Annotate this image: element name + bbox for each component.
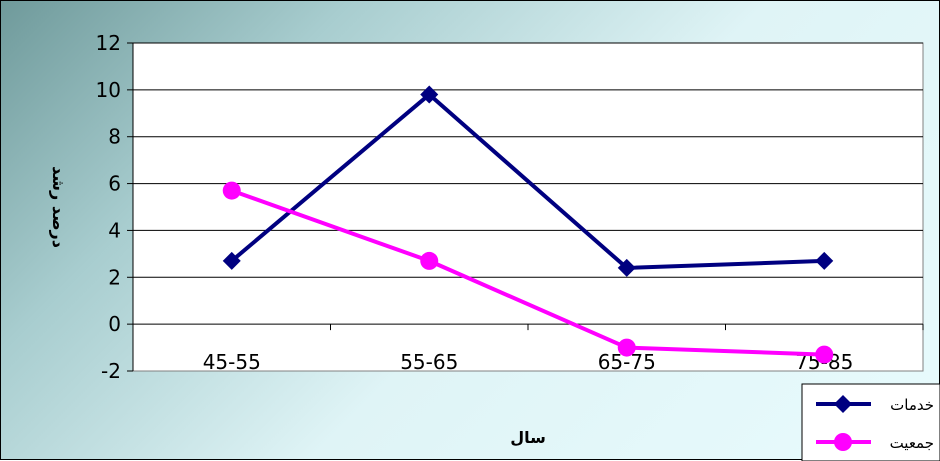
data-point-diamond bbox=[222, 251, 241, 270]
legend-label-population: جمعيت bbox=[890, 434, 934, 452]
axes bbox=[127, 42, 924, 372]
y-tick-labels: 12 10 8 6 4 2 0 -2 bbox=[96, 31, 121, 383]
y-tick-label: 10 bbox=[96, 78, 121, 102]
y-tick-label: 8 bbox=[108, 125, 121, 149]
data-point-circle bbox=[617, 338, 636, 357]
data-point-circle bbox=[420, 251, 439, 270]
data-point-diamond bbox=[617, 258, 636, 277]
series-line-1 bbox=[231, 188, 825, 357]
y-tick-label: 12 bbox=[96, 31, 121, 55]
y-tick-label: 4 bbox=[108, 218, 121, 242]
data-point-diamond bbox=[420, 85, 439, 104]
y-tick-label: 6 bbox=[108, 172, 121, 196]
x-tick-label: 55-65 bbox=[400, 350, 458, 374]
x-tick-label: 45-55 bbox=[203, 350, 261, 374]
legend-marker-services bbox=[834, 395, 852, 413]
y-axis-title: درصد رشد bbox=[49, 166, 68, 248]
legend-label-services: خدمات bbox=[890, 396, 934, 414]
legend: خدمات جمعيت bbox=[801, 383, 940, 461]
data-point-circle bbox=[815, 345, 834, 364]
y-tick-label: 2 bbox=[108, 265, 121, 289]
y-tick-label: 0 bbox=[108, 312, 121, 336]
x-axis-title: سال bbox=[510, 428, 546, 447]
series bbox=[222, 85, 834, 364]
legend-marker-population bbox=[834, 433, 852, 451]
data-point-diamond bbox=[815, 251, 834, 270]
data-point-circle bbox=[222, 181, 241, 200]
gridlines bbox=[133, 42, 923, 278]
y-tick-label: -2 bbox=[101, 359, 121, 383]
series-line-0 bbox=[230, 92, 825, 270]
plot-area bbox=[132, 42, 924, 372]
legend-box bbox=[801, 383, 940, 461]
